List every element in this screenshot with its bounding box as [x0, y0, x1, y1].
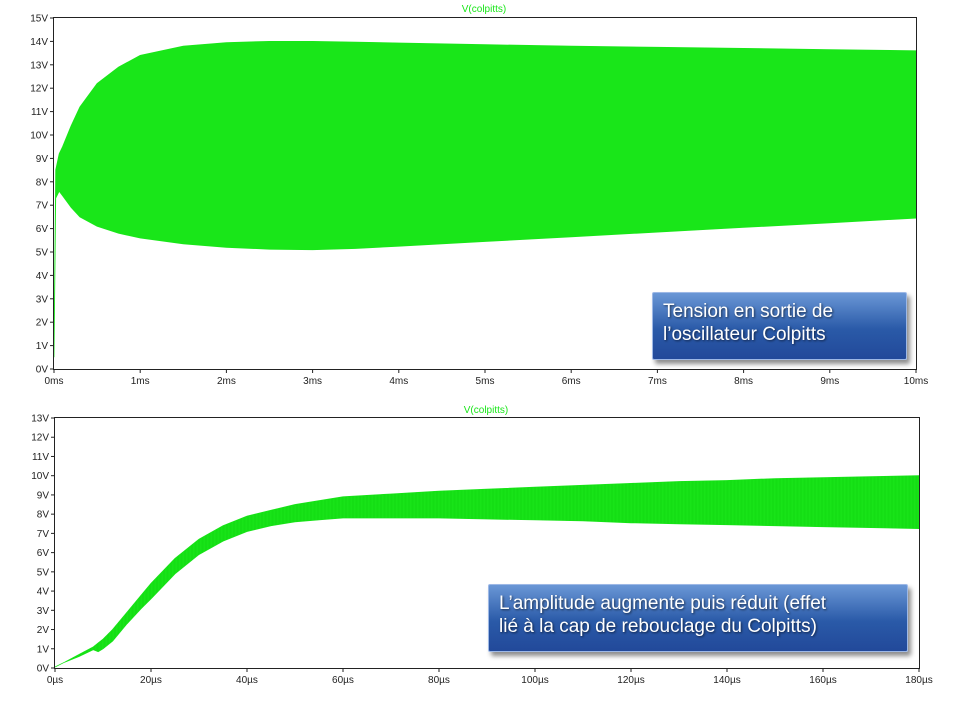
- y-tick-label: 4V: [37, 587, 50, 598]
- y-tick-label: 2V: [37, 625, 50, 636]
- y-tick-label: 7V: [37, 529, 50, 540]
- x-tick-label: 60µs: [332, 675, 354, 686]
- y-tick-label: 9V: [37, 490, 50, 501]
- x-tick-label: 140µs: [713, 675, 740, 686]
- y-tick-label: 10V: [30, 131, 48, 142]
- x-tick-label: 1ms: [131, 376, 150, 387]
- plot-bottom-frame: [54, 417, 920, 669]
- y-tick-label: 4V: [36, 271, 49, 282]
- y-tick-label: 9V: [36, 154, 49, 165]
- x-tick-label: 160µs: [809, 675, 836, 686]
- y-tick-label: 11V: [32, 452, 49, 463]
- x-tick-label: 6ms: [562, 376, 581, 387]
- y-tick-label: 0V: [36, 365, 49, 376]
- y-tick-label: 10V: [31, 471, 49, 482]
- y-tick-label: 12V: [30, 84, 48, 95]
- x-tick-label: 2ms: [217, 376, 236, 387]
- y-tick-label: 1V: [37, 644, 50, 655]
- x-tick-label: 8ms: [734, 376, 753, 387]
- y-tick-label: 15V: [30, 14, 48, 25]
- callout-bottom-line-2: lié à la cap de rebouclage du Colpitts): [499, 616, 817, 637]
- y-tick-label: 0V: [37, 664, 50, 675]
- plot-top-title: V(colpitts): [462, 4, 506, 15]
- x-tick-label: 40µs: [236, 675, 258, 686]
- y-tick-label: 8V: [36, 177, 49, 188]
- waveform-oscillations: [65, 475, 919, 662]
- y-tick-label: 3V: [37, 606, 50, 617]
- y-tick-label: 13V: [31, 414, 49, 425]
- y-tick-label: 1V: [36, 341, 49, 352]
- plot-bottom-y-axis: 0V 1V 2V 3V 4V 5V 6V 7V 8V 9V 10V 11V 12V 13V: [31, 414, 55, 675]
- y-tick-label: 6V: [37, 548, 50, 559]
- x-tick-label: 4ms: [389, 376, 408, 387]
- x-tick-label: 7ms: [648, 376, 667, 387]
- plot-top-y-axis: 0V 1V 2V 3V 4V 5V 6V 7V 8V 9V 10V 11V 12V 13V 14V 15V: [30, 14, 54, 376]
- x-tick-label: 0ms: [45, 376, 64, 387]
- plot-top-x-axis: 0ms 1ms 2ms 3ms 4ms 5ms 6ms 7ms 8ms 9ms 10ms: [45, 369, 928, 387]
- y-tick-label: 2V: [36, 318, 49, 329]
- x-tick-label: 180µs: [905, 675, 932, 686]
- callout-top-line-1: Tension en sortie de: [663, 301, 834, 322]
- x-tick-label: 120µs: [617, 675, 644, 686]
- plot-bottom-x-axis: 0µs 20µs 40µs 60µs 80µs 100µs 120µs 140µs 160µs 1…: [47, 668, 933, 686]
- x-tick-label: 20µs: [140, 675, 162, 686]
- x-tick-label: 0µs: [47, 675, 63, 686]
- plot-bottom-title: V(colpitts): [464, 405, 508, 416]
- y-tick-label: 8V: [37, 510, 50, 521]
- y-tick-label: 3V: [36, 294, 49, 305]
- x-tick-label: 3ms: [303, 376, 322, 387]
- x-tick-label: 100µs: [521, 675, 548, 686]
- x-tick-label: 5ms: [476, 376, 495, 387]
- x-tick-label: 80µs: [428, 675, 450, 686]
- callout-bottom-line-1: L’amplitude augmente puis réduit (effet: [499, 593, 827, 614]
- y-tick-label: 12V: [31, 433, 49, 444]
- y-tick-label: 11V: [31, 107, 48, 118]
- callout-top-line-2: l’oscillateur Colpitts: [663, 324, 826, 345]
- x-tick-label: 9ms: [820, 376, 839, 387]
- plot-bottom: V(colpitts) 0V 1V 2V 3V 4V 5V 6V 7V 8V 9V 10V 11V 12…: [31, 405, 933, 686]
- y-tick-label: 5V: [36, 248, 49, 259]
- y-tick-label: 14V: [30, 37, 48, 48]
- x-tick-label: 10ms: [904, 376, 928, 387]
- callout-top: Tension en sortie de l’oscillateur Colpi…: [652, 292, 907, 360]
- y-tick-label: 7V: [36, 201, 49, 212]
- y-tick-label: 5V: [37, 567, 50, 578]
- y-tick-label: 13V: [30, 60, 48, 71]
- y-tick-label: 6V: [36, 224, 49, 235]
- callout-bottom: L’amplitude augmente puis réduit (effet …: [488, 584, 908, 652]
- plot-top: V(colpitts) 0V 1V 2V 3V 4V 5V 6V 7V 8V 9V 10V 11V 12…: [30, 4, 928, 387]
